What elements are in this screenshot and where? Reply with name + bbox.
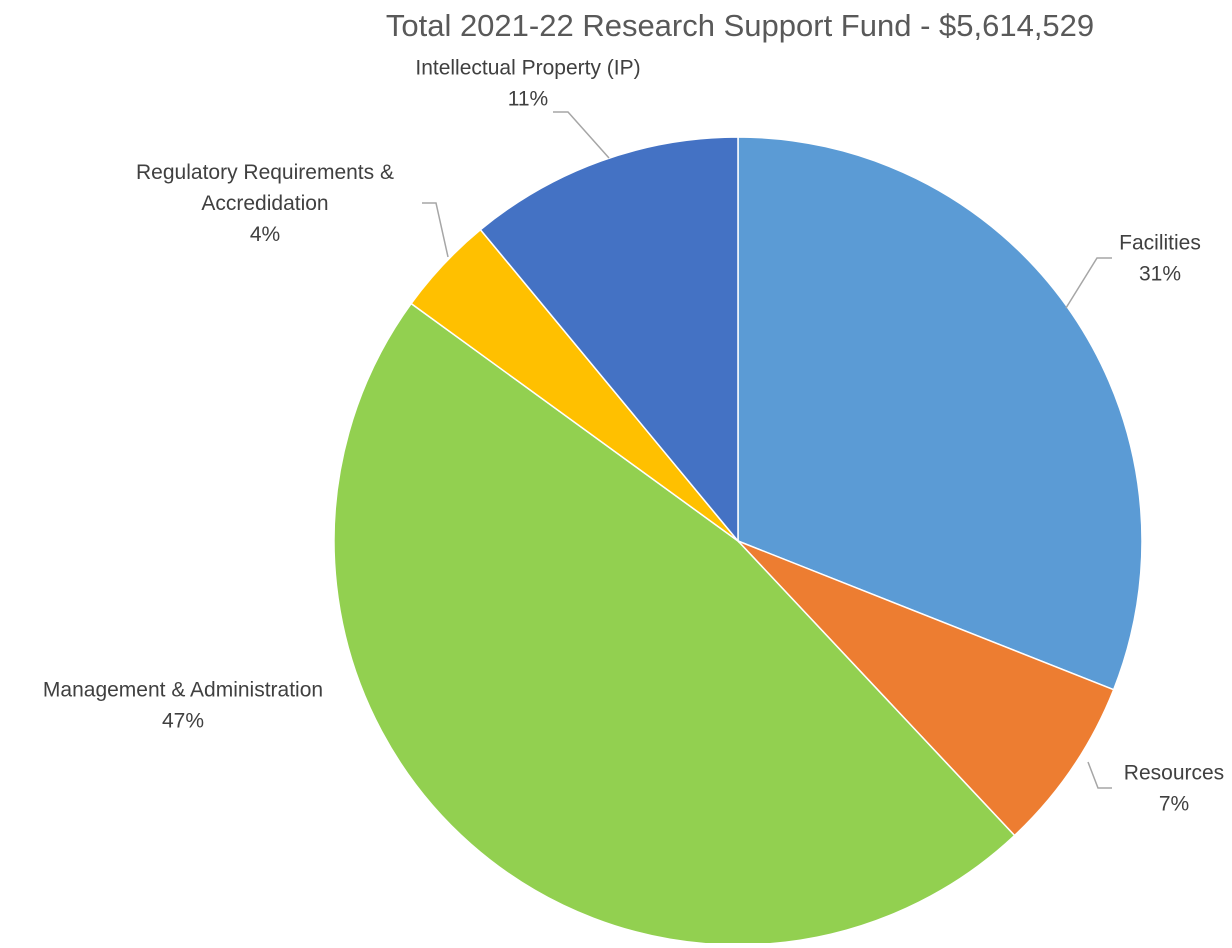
pie-slice-1 — [737, 136, 1143, 691]
leader-line-2 — [1087, 761, 1112, 789]
pie-slice-2 — [737, 540, 1115, 837]
leader-line-5 — [553, 111, 610, 159]
data-label-2: Resources 7% — [1124, 762, 1224, 816]
leader-line-4 — [422, 202, 449, 258]
data-label-3: Management & Administration 47% — [43, 679, 323, 733]
pie-slice-3 — [333, 302, 1016, 946]
data-label-4: Regulatory Requirements & Accredidation 4% — [136, 161, 394, 246]
pie-slice-5 — [479, 136, 739, 544]
data-label-1: Facilities 31% — [1119, 232, 1201, 286]
leader-line-1 — [1065, 257, 1112, 309]
data-label-5: Intellectual Property (IP) 11% — [415, 57, 640, 111]
chart-title: Total 2021-22 Research Support Fund - $5… — [385, 8, 1095, 43]
